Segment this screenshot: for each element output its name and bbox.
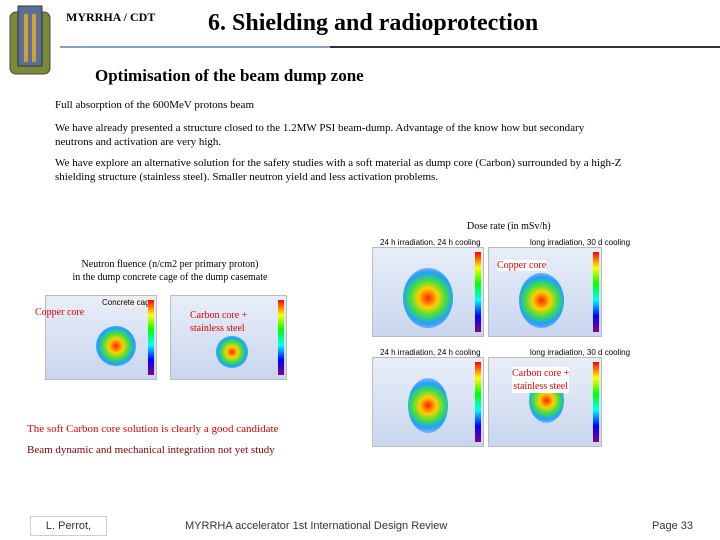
- label: Carbon core + stainless steel: [190, 309, 247, 335]
- dose-plot: [372, 247, 484, 337]
- color-scale: [593, 362, 599, 442]
- fluence-plot: Concrete cage: [45, 295, 157, 380]
- title-rule: [60, 46, 720, 48]
- dose-plot: [372, 357, 484, 447]
- figure-title-line: in the dump concrete cage of the dump ca…: [72, 272, 268, 283]
- color-scale: [475, 362, 481, 442]
- logo: [9, 5, 51, 75]
- panel-caption: long irradiation, 30 d cooling: [530, 348, 631, 357]
- label: Copper core: [497, 260, 547, 271]
- label-line: stainless steel: [190, 323, 245, 334]
- footer-author: L. Perrot,: [30, 516, 107, 536]
- paragraph: Full absorption of the 600MeV protons be…: [55, 99, 254, 111]
- label-line: Carbon core +: [190, 310, 248, 321]
- label: Carbon core + stainless steel: [512, 367, 570, 393]
- figure-title: Neutron fluence (n/cm2 per primary proto…: [60, 258, 280, 284]
- footer-page: Page 33: [652, 520, 693, 532]
- figure-title: Dose rate (in mSv/h): [467, 221, 551, 232]
- label: Copper core: [35, 307, 85, 318]
- label-line: Carbon core +: [512, 368, 570, 379]
- figure-title-line: Neutron fluence (n/cm2 per primary proto…: [81, 259, 259, 270]
- paragraph: We have already presented a structure cl…: [55, 122, 585, 148]
- panel-caption: 24 h irradiation, 24 h cooling: [380, 348, 481, 357]
- slide-title: 6. Shielding and radioprotection: [208, 10, 539, 36]
- color-scale: [278, 300, 284, 375]
- heatmap: [96, 326, 136, 366]
- label-line: stainless steel: [513, 381, 568, 392]
- panel-caption: long irradiation, 30 d cooling: [530, 238, 631, 247]
- conclusion: The soft Carbon core solution is clearly…: [27, 423, 279, 435]
- heatmap: [408, 378, 448, 433]
- heatmap: [216, 336, 248, 368]
- panel-caption: 24 h irradiation, 24 h cooling: [380, 238, 481, 247]
- color-scale: [475, 252, 481, 332]
- org: MYRRHA / CDT: [66, 10, 156, 24]
- conclusion: Beam dynamic and mechanical integration …: [27, 444, 275, 456]
- fluence-plot: [170, 295, 287, 380]
- paragraph: We have explore an alternative solution …: [55, 157, 622, 183]
- color-scale: [148, 300, 154, 375]
- color-scale: [593, 252, 599, 332]
- dose-plot: [488, 357, 602, 447]
- panel-caption: Concrete cage: [102, 298, 155, 307]
- heatmap: [519, 273, 564, 328]
- heatmap: [403, 268, 453, 328]
- subtitle: Optimisation of the beam dump zone: [95, 66, 364, 85]
- footer-event: MYRRHA accelerator 1st International Des…: [185, 520, 448, 532]
